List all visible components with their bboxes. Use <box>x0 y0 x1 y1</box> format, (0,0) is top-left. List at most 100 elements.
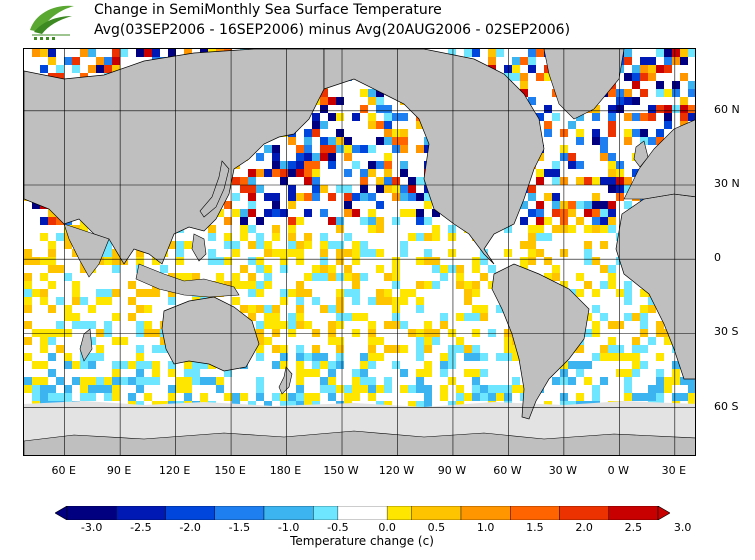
anomaly-cell <box>192 273 200 281</box>
anomaly-cell <box>344 233 352 241</box>
anomaly-cell <box>608 337 616 345</box>
anomaly-cell <box>584 361 592 369</box>
anomaly-cell <box>24 321 32 329</box>
anomaly-cell <box>528 185 536 193</box>
anomaly-cell <box>504 385 512 393</box>
anomaly-cell <box>384 289 392 297</box>
anomaly-cell <box>608 353 616 361</box>
anomaly-cell <box>544 233 552 241</box>
anomaly-cell <box>576 217 584 225</box>
anomaly-cell <box>296 401 304 409</box>
anomaly-cell <box>352 257 360 265</box>
anomaly-cell <box>448 361 456 369</box>
anomaly-cell <box>336 145 344 153</box>
anomaly-cell <box>184 49 192 57</box>
anomaly-cell <box>208 233 216 241</box>
anomaly-cell <box>384 185 392 193</box>
anomaly-cell <box>456 337 464 345</box>
anomaly-cell <box>264 169 272 177</box>
anomaly-cell <box>576 129 584 137</box>
anomaly-cell <box>280 361 288 369</box>
anomaly-cell <box>368 345 376 353</box>
anomaly-cell <box>296 369 304 377</box>
anomaly-cell <box>344 273 352 281</box>
anomaly-cell <box>56 233 64 241</box>
anomaly-cell <box>184 377 192 385</box>
anomaly-cell <box>392 257 400 265</box>
anomaly-cell <box>352 281 360 289</box>
latitude-label: 0 <box>714 251 721 265</box>
anomaly-cell <box>592 329 600 337</box>
anomaly-cell <box>176 249 184 257</box>
anomaly-cell <box>616 321 624 329</box>
anomaly-cell <box>464 297 472 305</box>
anomaly-cell <box>88 65 96 73</box>
anomaly-cell <box>328 241 336 249</box>
anomaly-cell <box>256 321 264 329</box>
anomaly-cell <box>320 385 328 393</box>
anomaly-cell <box>40 337 48 345</box>
anomaly-cell <box>568 225 576 233</box>
anomaly-cell <box>256 265 264 273</box>
anomaly-cell <box>328 217 336 225</box>
anomaly-cell <box>136 385 144 393</box>
sst-change-map <box>23 48 696 456</box>
anomaly-cell <box>376 265 384 273</box>
anomaly-cell <box>40 345 48 353</box>
anomaly-cell <box>520 89 528 97</box>
map-canvas <box>24 49 695 455</box>
anomaly-cell <box>480 273 488 281</box>
anomaly-cell <box>280 177 288 185</box>
anomaly-cell <box>248 281 256 289</box>
anomaly-cell <box>248 177 256 185</box>
anomaly-cell <box>280 249 288 257</box>
anomaly-cell <box>128 281 136 289</box>
anomaly-cell <box>392 193 400 201</box>
anomaly-cell <box>344 313 352 321</box>
anomaly-cell <box>392 297 400 305</box>
anomaly-cell <box>192 361 200 369</box>
anomaly-cell <box>520 241 528 249</box>
anomaly-cell <box>416 345 424 353</box>
anomaly-cell <box>368 217 376 225</box>
anomaly-cell <box>656 105 664 113</box>
anomaly-cell <box>472 305 480 313</box>
anomaly-cell <box>272 161 280 169</box>
anomaly-cell <box>136 377 144 385</box>
india <box>63 223 110 278</box>
anomaly-cell <box>640 129 648 137</box>
anomaly-cell <box>368 225 376 233</box>
anomaly-cell <box>632 169 640 177</box>
anomaly-cell <box>656 129 664 137</box>
anomaly-cell <box>176 385 184 393</box>
anomaly-cell <box>296 361 304 369</box>
anomaly-cell <box>272 153 280 161</box>
anomaly-cell <box>120 49 128 57</box>
anomaly-cell <box>104 385 112 393</box>
anomaly-cell <box>616 169 624 177</box>
anomaly-cell <box>24 337 32 345</box>
anomaly-cell <box>456 281 464 289</box>
anomaly-cell <box>648 305 656 313</box>
anomaly-cell <box>336 353 344 361</box>
anomaly-cell <box>536 177 544 185</box>
anomaly-cell <box>608 209 616 217</box>
anomaly-cell <box>448 329 456 337</box>
anomaly-cell <box>600 377 608 385</box>
anomaly-cell <box>632 369 640 377</box>
anomaly-cell <box>432 257 440 265</box>
longitude-label: 60 W <box>493 464 522 477</box>
anomaly-cell <box>280 169 288 177</box>
anomaly-cell <box>664 89 672 97</box>
anomaly-cell <box>376 177 384 185</box>
anomaly-cell <box>160 337 168 345</box>
anomaly-cell <box>528 233 536 241</box>
colorbar-segment <box>460 506 511 520</box>
anomaly-cell <box>408 385 416 393</box>
anomaly-cell <box>536 113 544 121</box>
anomaly-cell <box>240 209 248 217</box>
anomaly-cell <box>88 377 96 385</box>
anomaly-cell <box>136 289 144 297</box>
anomaly-cell <box>384 137 392 145</box>
anomaly-cell <box>280 289 288 297</box>
